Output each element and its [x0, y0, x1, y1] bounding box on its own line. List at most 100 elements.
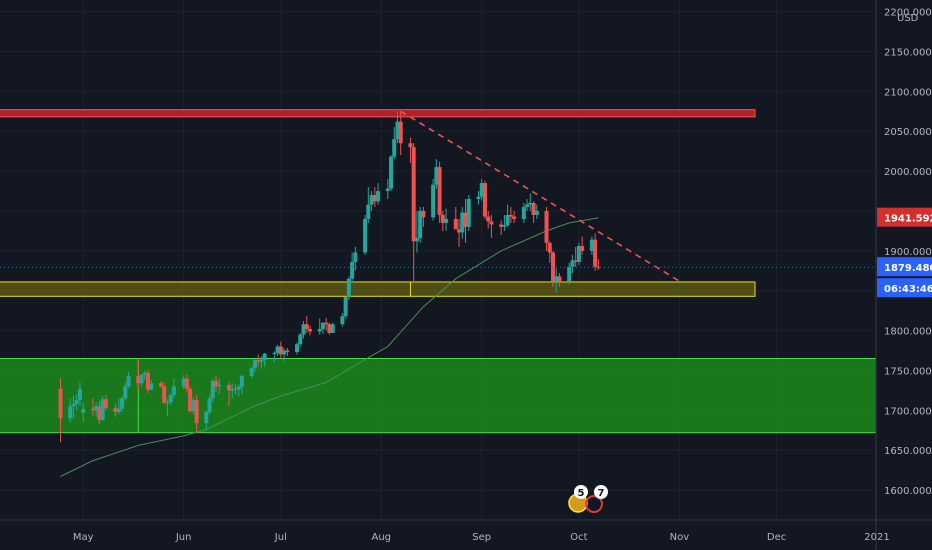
- candle: [431, 179, 436, 221]
- candlesticks: [58, 111, 601, 443]
- candle-body: [136, 376, 141, 384]
- candle-body: [512, 216, 517, 219]
- candle-body: [162, 386, 167, 404]
- candle-body: [126, 376, 131, 387]
- candle-body: [544, 210, 549, 243]
- candle-body: [256, 360, 261, 362]
- candle: [275, 344, 280, 357]
- demand-zone[interactable]: [0, 358, 877, 434]
- candle-body: [476, 196, 481, 199]
- trendline[interactable]: [400, 110, 680, 282]
- candle-body: [343, 297, 348, 317]
- candle: [521, 202, 526, 223]
- candle: [171, 378, 176, 399]
- candle-body: [204, 411, 209, 424]
- candle-body: [146, 372, 150, 390]
- y-tick-label: 2200.000: [884, 8, 932, 19]
- candle-body: [71, 403, 76, 407]
- candle-body: [210, 380, 215, 399]
- candle-body: [304, 324, 309, 329]
- candle: [168, 392, 173, 406]
- y-tick-label: 2050.000: [884, 127, 932, 138]
- candle: [94, 402, 99, 417]
- candle-body: [418, 210, 423, 239]
- candle-body: [236, 386, 241, 390]
- candle: [230, 383, 235, 399]
- candle: [372, 187, 377, 207]
- x-tick-label: 2021: [864, 532, 889, 543]
- resistance-zone[interactable]: [0, 109, 756, 118]
- candle: [123, 382, 128, 401]
- candle: [301, 321, 306, 339]
- candle: [525, 198, 530, 211]
- candle: [252, 357, 257, 373]
- candle: [346, 276, 351, 301]
- candle-body: [272, 352, 277, 354]
- support-zone[interactable]: [0, 281, 756, 297]
- candle-body: [191, 399, 196, 412]
- candle-body: [531, 202, 536, 215]
- candle-body: [97, 406, 102, 420]
- event-count-badge[interactable]: [594, 485, 608, 499]
- candle: [457, 218, 462, 247]
- candle: [227, 382, 231, 407]
- candle-body: [340, 316, 345, 325]
- x-tick-label: Jul: [274, 532, 287, 543]
- price-label-bg: [877, 257, 932, 277]
- candle-body: [444, 218, 449, 223]
- candle-body: [363, 218, 368, 253]
- candle: [191, 397, 196, 415]
- candle-body: [301, 324, 306, 335]
- candle: [142, 370, 147, 381]
- moving-average: [60, 217, 599, 477]
- candle: [233, 384, 238, 395]
- candle: [236, 384, 241, 396]
- candle-body: [74, 399, 79, 404]
- candle: [282, 348, 287, 361]
- candle-body: [77, 388, 82, 400]
- candle-body: [298, 334, 303, 345]
- candle-body: [275, 346, 280, 353]
- candle: [262, 352, 267, 367]
- candle-body: [551, 252, 555, 282]
- candle: [418, 206, 423, 243]
- candle-body: [327, 324, 332, 333]
- time-axis[interactable]: May Jun Jul Aug Sep Oct Nov Dec 2021: [73, 532, 890, 543]
- candle-body: [596, 266, 601, 268]
- candle: [317, 318, 322, 335]
- candle-body: [534, 210, 539, 215]
- candle-body: [437, 167, 442, 215]
- candle: [573, 246, 578, 267]
- candle: [531, 201, 536, 223]
- candle-body: [227, 384, 231, 391]
- candle: [512, 210, 517, 223]
- event-count-label: 5: [578, 488, 585, 499]
- candle-body: [525, 204, 530, 207]
- event-count-badge[interactable]: [574, 485, 588, 499]
- candle: [551, 250, 555, 287]
- candle-body: [295, 344, 300, 353]
- candle: [437, 161, 442, 223]
- candle: [68, 398, 73, 423]
- candle-body: [350, 262, 355, 279]
- candle-body: [567, 266, 572, 282]
- candle: [489, 214, 494, 239]
- candle: [547, 241, 552, 263]
- candle-body: [395, 121, 400, 140]
- candle-body: [505, 214, 510, 226]
- candle-body: [94, 406, 99, 411]
- candle: [181, 375, 186, 390]
- candle-body: [230, 388, 235, 391]
- candle: [589, 236, 594, 255]
- x-tick-label: Jun: [175, 532, 192, 543]
- y-tick-label: 1750.000: [884, 366, 932, 377]
- candle: [482, 180, 487, 219]
- candle: [113, 403, 118, 417]
- candle-body: [408, 143, 413, 148]
- candle: [324, 317, 329, 331]
- candle-body: [171, 386, 176, 396]
- candle: [139, 374, 144, 387]
